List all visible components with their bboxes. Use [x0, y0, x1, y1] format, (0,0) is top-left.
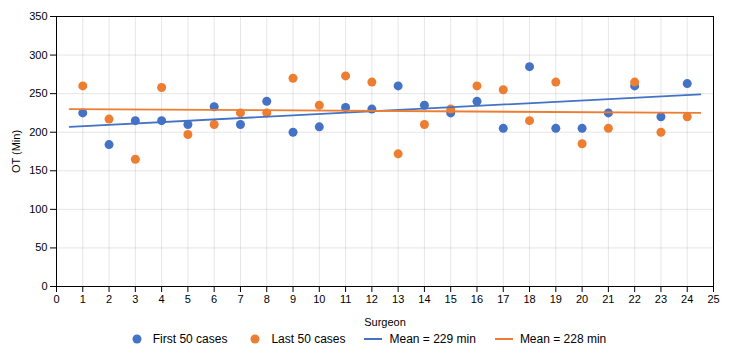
- svg-text:50: 50: [35, 241, 47, 253]
- svg-text:OT (Min): OT (Min): [10, 130, 22, 173]
- svg-text:350: 350: [29, 10, 47, 22]
- svg-text:8: 8: [264, 293, 270, 305]
- svg-text:20: 20: [576, 293, 588, 305]
- svg-text:250: 250: [29, 87, 47, 99]
- svg-text:0: 0: [53, 293, 59, 305]
- svg-text:12: 12: [366, 293, 378, 305]
- svg-text:17: 17: [497, 293, 509, 305]
- svg-text:25: 25: [707, 293, 719, 305]
- svg-text:10: 10: [313, 293, 325, 305]
- svg-text:15: 15: [445, 293, 457, 305]
- svg-text:19: 19: [550, 293, 562, 305]
- html-text:Mean = 229 min: Mean = 229 min: [389, 332, 476, 346]
- svg-text:16: 16: [471, 293, 483, 305]
- svg-text:7: 7: [237, 293, 243, 305]
- html-text:First 50 cases: First 50 cases: [152, 332, 228, 346]
- svg-text:2: 2: [106, 293, 112, 305]
- svg-text:1: 1: [80, 293, 86, 305]
- svg-text:0: 0: [41, 280, 47, 292]
- svg-text:22: 22: [629, 293, 641, 305]
- svg-text:6: 6: [211, 293, 217, 305]
- svg-text:3: 3: [132, 293, 138, 305]
- svg-text:5: 5: [185, 293, 191, 305]
- svg-text:24: 24: [681, 293, 693, 305]
- svg-text:300: 300: [29, 49, 47, 61]
- html-text:Mean = 228 min: Mean = 228 min: [519, 332, 607, 346]
- svg-text:21: 21: [602, 293, 614, 305]
- svg-text:23: 23: [655, 293, 667, 305]
- svg-text:9: 9: [290, 293, 296, 305]
- svg-text:11: 11: [340, 293, 351, 305]
- svg-text:13: 13: [392, 293, 404, 305]
- svg-text:200: 200: [29, 126, 47, 138]
- svg-text:14: 14: [418, 293, 430, 305]
- svg-text:150: 150: [29, 164, 47, 176]
- svg-text:4: 4: [159, 293, 165, 305]
- html-text:Last 50 cases: Last 50 cases: [271, 332, 346, 346]
- svg-text:100: 100: [29, 203, 47, 215]
- svg-text:Surgeon: Surgeon: [364, 316, 406, 328]
- svg-text:18: 18: [523, 293, 535, 305]
